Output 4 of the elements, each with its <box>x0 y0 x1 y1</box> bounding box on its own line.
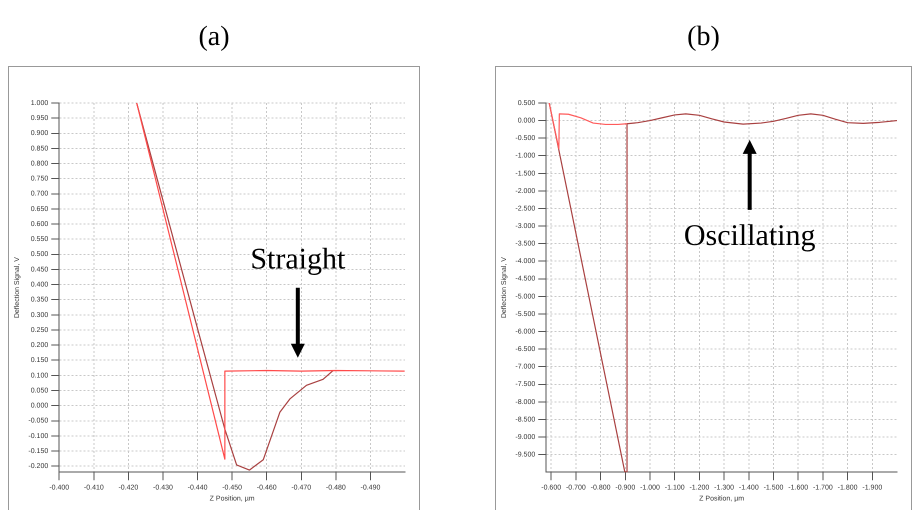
chart-title: (b) <box>686 20 721 54</box>
chart-title: (a) <box>197 20 231 54</box>
annotation: Straight <box>250 242 346 276</box>
annotation: Oscillating <box>684 218 816 252</box>
